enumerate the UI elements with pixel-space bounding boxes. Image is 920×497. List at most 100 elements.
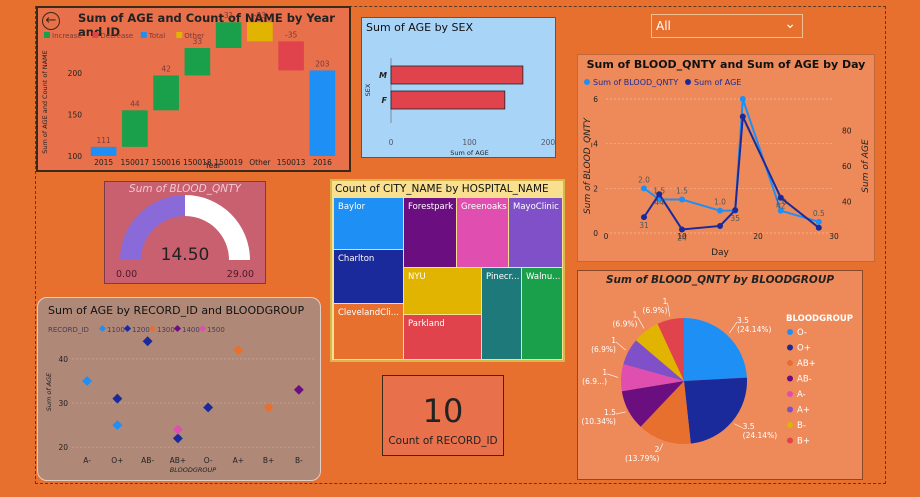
y2-tick-label: 60 (842, 162, 852, 171)
chevron-down-icon: ⌄ (784, 16, 796, 32)
scatter-point (203, 402, 214, 413)
slicer-value: All (656, 19, 671, 33)
report-canvas-border (35, 6, 886, 484)
treemap-tile[interactable]: Greenoaks (457, 198, 508, 267)
series-point (815, 224, 822, 231)
x-tick-label: AB- (141, 456, 154, 465)
x-tick-label: 2015 (94, 158, 113, 167)
series-point (777, 194, 784, 201)
y-tick-label: 0 (593, 229, 598, 238)
pie-value-label: 1 (633, 311, 638, 320)
gauge-min-label: 0.00 (116, 269, 137, 280)
point-data-label: 1.0 (775, 198, 787, 207)
treemap-tile[interactable]: Forestpark (404, 198, 456, 267)
y2-tick-label: 80 (842, 127, 852, 136)
pie-leader-line (659, 443, 664, 452)
treemap-tile[interactable]: Parkland (404, 315, 481, 359)
treemap-tile-label: Forestpark (408, 202, 454, 212)
pie-percent-label: (6.9%) (591, 345, 616, 354)
legend-marker (787, 391, 793, 397)
scatter-point (82, 376, 93, 386)
gauge-title: Sum of BLOOD_QNTY (129, 183, 241, 195)
treemap-tile[interactable]: Walnu... (522, 268, 562, 359)
legend-label: A- (797, 390, 806, 400)
scatter-panel[interactable]: Sum of AGE by RECORD_ID and BLOODGROUP R… (37, 297, 321, 481)
point-data-label: 24 (677, 233, 687, 242)
legend-swatch (140, 32, 147, 38)
pie-percent-label: (10.34%) (582, 417, 617, 426)
waterfall-bar (153, 75, 179, 111)
waterfall-bar (184, 48, 211, 76)
pie-svg: 3.5(24.14%)3.5(24.14%)2(13.79%)1.5(10.34… (582, 297, 853, 463)
pie-percent-label: (6.9%) (643, 306, 668, 315)
bar-data-label: -23 (254, 11, 266, 20)
series-point (717, 207, 723, 214)
scatter-point (172, 424, 183, 435)
record-count-card[interactable]: 10 Count of RECORD_ID (382, 375, 504, 456)
sex-category-label: M (379, 71, 387, 80)
x-tick-label: 20 (753, 232, 763, 241)
x-tick-label: Other (249, 158, 271, 167)
treemap-tile[interactable]: MayoClinic (509, 198, 562, 267)
filter-slicer-dropdown[interactable]: All ⌄ (651, 14, 803, 38)
treemap-tile-label: ClevelandCli... (338, 308, 399, 318)
treemap-tile[interactable]: Baylor (334, 198, 403, 249)
treemap-tile-label: MayoClinic (513, 202, 559, 212)
treemap-title: Count of CITY_NAME by HOSPITAL_NAME (335, 183, 549, 195)
treemap-panel[interactable]: Count of CITY_NAME by HOSPITAL_NAME Bayl… (330, 179, 565, 362)
x-tick-label: 150019 (214, 158, 243, 167)
series-point (739, 96, 746, 102)
series-line (643, 98, 820, 223)
x-tick-label: 30 (829, 232, 839, 241)
y-tick-label: 100 (68, 152, 83, 161)
treemap-tile-label: Walnu... (526, 272, 561, 282)
legend-marker (148, 324, 157, 333)
sex-bar (390, 65, 524, 85)
treemap-tile[interactable]: Charlton (334, 250, 403, 303)
sex-bar-chart-panel[interactable]: Sum of AGE by SEX M F 0 100 200 SEX Sum of AGE (361, 17, 556, 158)
legend-marker (787, 437, 793, 444)
pie-leader-line (734, 423, 743, 429)
legend-marker (787, 406, 793, 413)
waterfall-chart-panel[interactable]: ← Sum of AGE and Count of NAME by Year a… (36, 6, 351, 172)
legend-label: O+ (797, 344, 811, 354)
gauge-svg: 14.50 0.00 29.00 (116, 195, 254, 280)
gauge-remaining-arc (185, 195, 250, 260)
pie-percent-label: (6.9%) (612, 320, 637, 329)
point-data-label: 1.0 (714, 198, 726, 207)
x-tick-label: A- (83, 456, 91, 465)
x-tick-label: 200 (541, 138, 555, 147)
treemap-tile-label: NYU (408, 272, 426, 282)
point-data-label: 0.5 (813, 209, 825, 218)
line-chart-panel[interactable]: Sum of BLOOD_QNTY and Sum of AGE by Day … (577, 54, 875, 262)
treemap-tile[interactable]: ClevelandCli... (334, 304, 403, 359)
pie-leader-line (637, 316, 645, 329)
pie-chart-panel[interactable]: Sum of BLOOD_QNTY by BLOODGROUP 3.5 (24.1… (577, 270, 863, 480)
treemap-tile[interactable]: NYU (404, 268, 481, 314)
legend-marker (584, 79, 590, 85)
legend-label: 1300 (157, 326, 175, 334)
pie-slice (635, 323, 684, 381)
pie-percent-label: (13.79%) (625, 454, 660, 463)
legend-title: RECORD_ID (48, 326, 89, 334)
x-tick-label: B- (295, 456, 303, 465)
treemap-area: Baylor Forestpark Greenoaks MayoClinic Charl… (334, 198, 563, 360)
back-arrow-icon[interactable]: ← (42, 12, 60, 30)
legend-label: Other (184, 32, 204, 40)
y2-axis-label: Sum of AGE (861, 139, 871, 193)
legend-marker (787, 422, 793, 428)
waterfall-svg: Increase Decrease Total Other 100 150 200 Sum o… (41, 11, 336, 170)
legend-label: B+ (797, 437, 810, 447)
bar-data-label: 42 (161, 64, 171, 73)
treemap-tile[interactable]: Pinecr... (482, 268, 521, 359)
waterfall-title: Sum of AGE and Count of NAME by Year and… (78, 11, 335, 39)
legend-label: A+ (797, 406, 810, 416)
waterfall-bar (278, 41, 304, 71)
x-tick-label: AB+ (170, 456, 187, 465)
gauge-value: 14.50 (161, 245, 210, 265)
legend-label: AB+ (797, 359, 816, 369)
point-data-label: 35 (730, 214, 740, 223)
gauge-panel[interactable]: Sum of BLOOD_QNTY 14.50 0.00 29.00 (104, 181, 266, 284)
pie-percent-label: (24.14%) (743, 431, 778, 440)
